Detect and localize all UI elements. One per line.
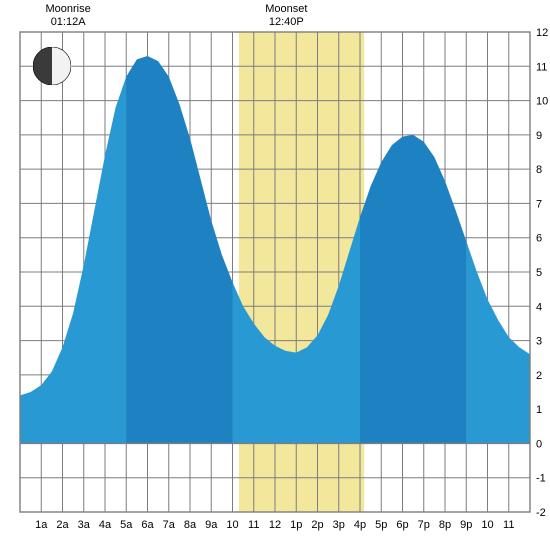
svg-text:4p: 4p: [354, 519, 366, 531]
svg-text:9p: 9p: [460, 519, 472, 531]
svg-text:5: 5: [536, 267, 542, 279]
svg-text:2p: 2p: [311, 519, 323, 531]
svg-text:9a: 9a: [205, 519, 218, 531]
moonset-time: 12:40P: [265, 16, 307, 29]
tide-moon-chart: { "chart": { "type": "area", "width": 55…: [0, 0, 550, 550]
svg-text:7p: 7p: [418, 519, 430, 531]
svg-text:7a: 7a: [163, 519, 176, 531]
svg-text:2: 2: [536, 370, 542, 382]
svg-text:1: 1: [536, 404, 542, 416]
svg-text:6: 6: [536, 233, 542, 245]
svg-text:3: 3: [536, 336, 542, 348]
svg-text:1p: 1p: [290, 519, 302, 531]
moonrise-title: Moonrise: [46, 3, 91, 16]
svg-text:-1: -1: [536, 473, 546, 485]
svg-text:3p: 3p: [333, 519, 345, 531]
svg-text:6a: 6a: [141, 519, 154, 531]
moonrise-label: Moonrise 01:12A: [46, 3, 91, 29]
svg-text:10: 10: [226, 519, 238, 531]
svg-text:4a: 4a: [99, 519, 112, 531]
svg-text:5a: 5a: [120, 519, 133, 531]
svg-text:11: 11: [536, 61, 547, 73]
chart-svg: -2-101234567891011121a2a3a4a5a6a7a8a9a10…: [0, 0, 550, 550]
moonset-title: Moonset: [265, 3, 307, 16]
svg-text:12: 12: [536, 27, 548, 39]
moonrise-time: 01:12A: [46, 16, 91, 29]
svg-text:12: 12: [269, 519, 281, 531]
svg-text:0: 0: [536, 438, 542, 450]
svg-text:11: 11: [503, 519, 514, 531]
moonset-label: Moonset 12:40P: [265, 3, 307, 29]
svg-text:10: 10: [481, 519, 493, 531]
svg-text:3a: 3a: [78, 519, 91, 531]
svg-text:4: 4: [536, 301, 542, 313]
svg-text:8p: 8p: [439, 519, 451, 531]
svg-text:5p: 5p: [375, 519, 387, 531]
svg-text:2a: 2a: [56, 519, 69, 531]
svg-text:10: 10: [536, 96, 548, 108]
svg-text:8a: 8a: [184, 519, 197, 531]
svg-text:6p: 6p: [396, 519, 408, 531]
svg-text:9: 9: [536, 130, 542, 142]
svg-text:7: 7: [536, 198, 542, 210]
svg-text:8: 8: [536, 164, 542, 176]
svg-text:1a: 1a: [35, 519, 48, 531]
svg-text:-2: -2: [536, 507, 546, 519]
moon-phase-icon: [33, 47, 71, 90]
svg-text:11: 11: [248, 519, 259, 531]
